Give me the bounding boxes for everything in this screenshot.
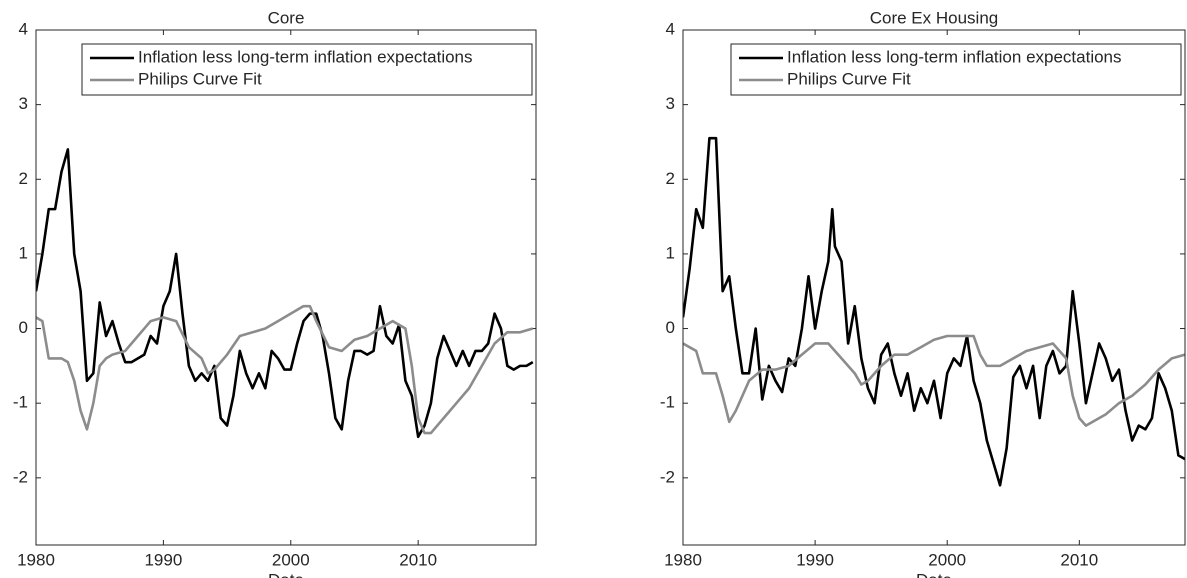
- y-tick-label: 2: [666, 169, 675, 188]
- x-tick-label: 1990: [796, 550, 834, 569]
- y-tick-label: -2: [13, 467, 28, 486]
- legend-box: [730, 43, 1182, 96]
- y-tick-label: -1: [660, 393, 675, 412]
- y-tick-label: 3: [666, 94, 675, 113]
- x-tick-label: 2010: [1060, 550, 1098, 569]
- y-tick-label: 4: [666, 19, 675, 38]
- x-tick-label: 1980: [664, 550, 702, 569]
- x-tick-label: 1980: [17, 550, 55, 569]
- y-tick-label: 1: [19, 243, 28, 262]
- x-axis-label: Date: [268, 570, 304, 578]
- line-series: [683, 136, 1185, 487]
- axes-box: [35, 29, 537, 546]
- chart-title: Core Ex Housing: [870, 8, 999, 27]
- line-series: [36, 148, 534, 439]
- y-tick-label: 0: [666, 318, 675, 337]
- y-tick-label: -2: [660, 467, 675, 486]
- x-tick-label: 2000: [272, 550, 310, 569]
- y-tick-label: 4: [19, 19, 28, 38]
- x-axis-label: Date: [916, 570, 952, 578]
- x-tick-label: 2010: [399, 550, 437, 569]
- legend-label: Inflation less long-term inflation expec…: [787, 47, 1122, 66]
- line-series: [36, 304, 534, 435]
- y-tick-label: 0: [19, 318, 28, 337]
- legend-label: Inflation less long-term inflation expec…: [138, 47, 473, 66]
- x-tick-label: 2000: [928, 550, 966, 569]
- y-tick-label: 1: [666, 243, 675, 262]
- x-tick-label: 1990: [144, 550, 182, 569]
- legend-label: Philips Curve Fit: [138, 69, 262, 88]
- legend-label: Philips Curve Fit: [787, 69, 911, 88]
- axes-box: [682, 29, 1186, 546]
- y-tick-label: -1: [13, 393, 28, 412]
- legend-box: [81, 43, 533, 96]
- chart-title: Core: [268, 8, 305, 27]
- y-tick-label: 3: [19, 94, 28, 113]
- plot-area: [683, 136, 1185, 487]
- plot-area: [36, 148, 534, 439]
- line-series: [683, 334, 1185, 427]
- y-tick-label: 2: [19, 169, 28, 188]
